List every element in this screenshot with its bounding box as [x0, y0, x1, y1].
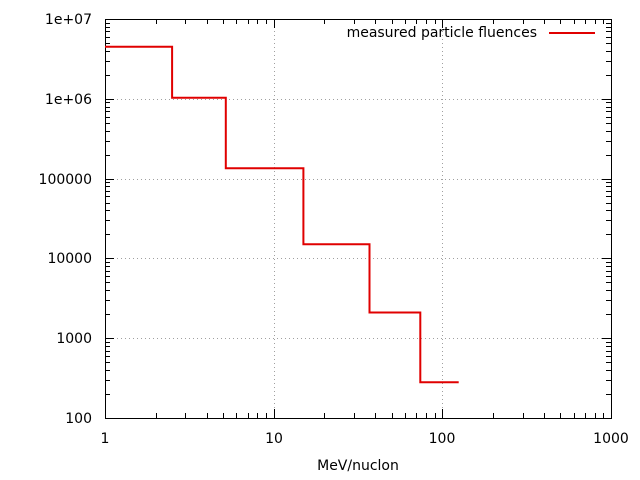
x-axis-label: MeV/nuclon — [317, 458, 399, 474]
y-tick-label: 1000 — [56, 331, 92, 347]
plot-frame — [105, 19, 612, 419]
y-tick-label: 100 — [65, 411, 92, 427]
y-tick-label: 100000 — [39, 172, 92, 188]
x-tick-label: 1000 — [593, 431, 629, 447]
series-layer — [105, 45, 459, 384]
y-tick-label: 1e+06 — [45, 92, 92, 108]
axis-ticks — [105, 19, 612, 419]
y-tick-label: 10000 — [47, 251, 92, 267]
tick-labels: 1 10 100 1000 100 1000 10000 100000 1e+06 1e+07 — [39, 12, 629, 447]
legend: measured particle fluences — [347, 25, 595, 41]
grid-lines — [105, 19, 611, 418]
legend-label: measured particle fluences — [347, 25, 537, 41]
y-tick-label: 1e+07 — [45, 12, 92, 28]
x-tick-label: 10 — [265, 431, 283, 447]
x-tick-label: 100 — [429, 431, 456, 447]
x-tick-label: 1 — [101, 431, 110, 447]
series-line-0 — [105, 45, 459, 384]
